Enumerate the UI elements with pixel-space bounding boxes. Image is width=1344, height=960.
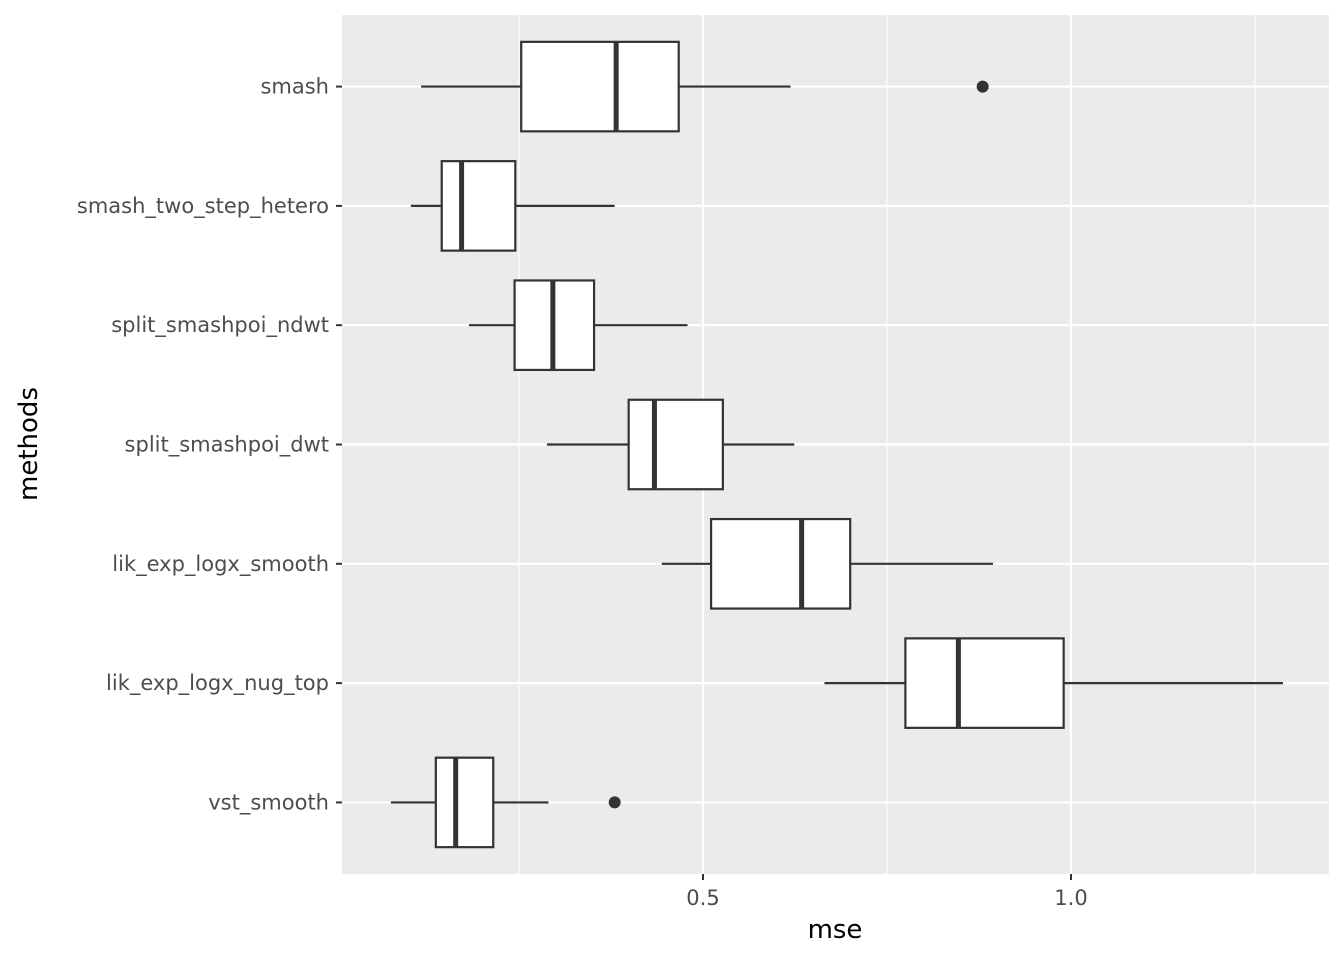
y-axis: smash smash_two_step_hetero split_smashpoi… <box>77 75 342 815</box>
boxes <box>390 40 1283 849</box>
x-tick-label: 0.5 <box>686 886 719 910</box>
box-lik_exp_logx_smooth <box>661 517 993 610</box>
outlier-point <box>976 80 989 93</box>
box-split_smashpoi_dwt <box>546 398 795 491</box>
y-tick-label: smash <box>260 75 329 99</box>
y-tick-label: split_smashpoi_ndwt <box>111 313 329 338</box>
box-lik_exp_logx_nug_top <box>824 637 1283 729</box>
x-axis: 0.5 1.0 <box>686 874 1088 910</box>
y-tick-label: smash_two_step_hetero <box>77 194 329 219</box>
y-tick-label: split_smashpoi_dwt <box>125 433 329 458</box>
box-iqr <box>440 160 517 252</box>
x-tick-label: 1.0 <box>1054 886 1087 910</box>
box-iqr <box>709 517 852 610</box>
y-tick-label: vst_smooth <box>208 790 329 815</box>
box-smash_two_step_hetero <box>410 160 615 252</box>
y-tick-label: lik_exp_logx_nug_top <box>106 671 329 696</box>
box-iqr <box>904 637 1065 729</box>
x-axis-title: mse <box>808 915 863 945</box>
outlier-point <box>608 796 621 809</box>
box-split_smashpoi_ndwt <box>468 279 688 372</box>
box-iqr <box>627 398 724 491</box>
box-smash <box>421 40 989 133</box>
box-iqr <box>520 40 680 133</box>
box-iqr <box>434 756 495 849</box>
box-vst_smooth <box>390 756 621 849</box>
y-axis-title: methods <box>14 387 44 501</box>
y-tick-label: lik_exp_logx_smooth <box>112 552 329 577</box>
